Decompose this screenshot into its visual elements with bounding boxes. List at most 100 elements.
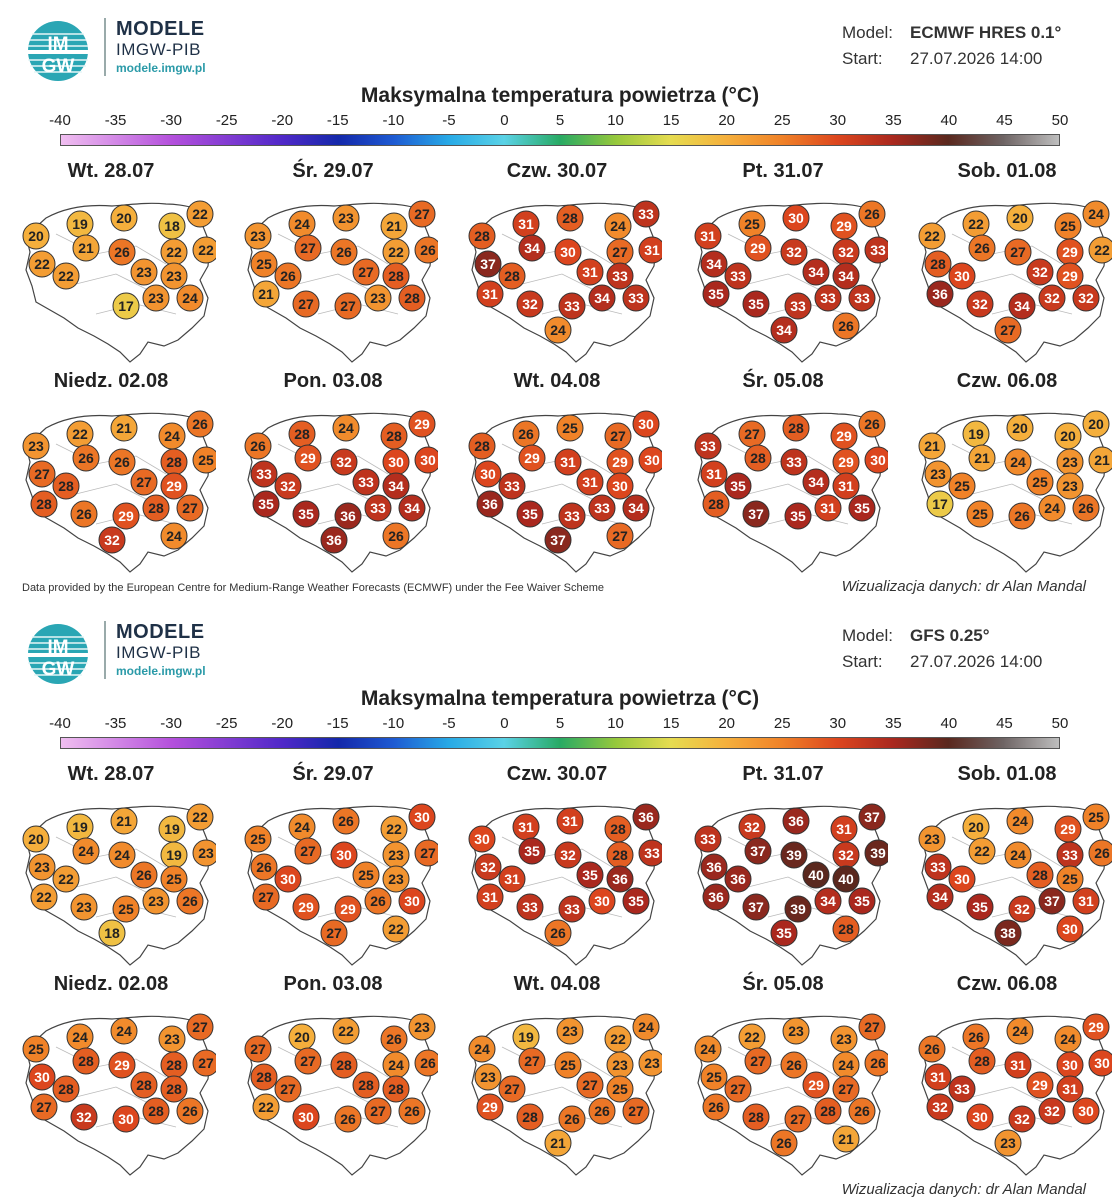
temperature-value-label: 26 [136, 867, 152, 883]
temperature-value-label: 32 [786, 244, 802, 260]
temperature-station-marker [966, 290, 994, 318]
temperature-value-label: 30 [870, 452, 886, 468]
temperature-value-label: 32 [972, 296, 988, 312]
temperature-value-label: 27 [198, 1055, 214, 1071]
temperature-station-marker [160, 472, 188, 500]
temperature-station-marker [724, 1075, 752, 1103]
day-map: Wt. 28.07 19 21 19 22 20 19 23 24 24 23 25 22 23 26 26 2… [16, 763, 216, 973]
temperature-station-marker [22, 825, 50, 853]
temperature-value-label: 27 [750, 1053, 766, 1069]
scale-tick-label: 20 [718, 715, 735, 732]
temperature-value-label: 33 [870, 242, 886, 258]
temperature-value-label: 36 [340, 508, 356, 524]
visualization-credit: Wizualizacja danych: dr Alan Mandal [841, 1181, 1086, 1198]
temperature-station-marker [948, 1075, 976, 1103]
temperature-station-marker [160, 522, 188, 550]
temperature-value-label: 25 [1088, 809, 1104, 825]
temperature-station-marker [476, 883, 504, 911]
temperature-station-marker [780, 238, 808, 266]
temperature-value-label: 28 [522, 1109, 538, 1125]
day-map: Śr. 29.07 24 26 22 30 25 23 27 27 30 26 23 30 26 25 30 2… [238, 763, 438, 973]
temperature-value-label: 28 [404, 290, 420, 306]
scale-tick-label: 25 [773, 715, 791, 732]
model-meta: Model: ECMWF HRES 0.1° Start: 27.07.2026 14… [842, 20, 1061, 72]
brand-block: MODELE IMGW-PIB modele.imgw.pl [104, 18, 206, 76]
temperature-value-label: 28 [474, 228, 490, 244]
temperature-value-label: 25 [954, 478, 970, 494]
temperature-value-label: 26 [388, 528, 404, 544]
temperature-value-label: 23 [148, 290, 164, 306]
temperature-value-label: 28 [256, 1069, 272, 1085]
day-map: Pon. 03.08 28 24 28 29 26 30 30 29 32 33 34 32 33 33 34… [238, 370, 438, 580]
temperature-station-marker [474, 460, 502, 488]
temperature-value-label: 22 [192, 206, 208, 222]
temperature-station-marker [330, 448, 358, 476]
temperature-station-marker [744, 444, 772, 472]
temperature-station-marker [864, 236, 888, 264]
temperature-station-marker [606, 1075, 634, 1103]
temperature-value-label: 33 [1062, 847, 1078, 863]
scale-tick-label: 0 [500, 112, 509, 129]
temperature-value-label: 21 [78, 240, 94, 256]
temperature-station-marker [176, 1097, 204, 1125]
temperature-station-marker [782, 414, 810, 442]
temperature-value-label: 21 [386, 218, 402, 234]
temperature-station-marker [250, 250, 278, 278]
temperature-station-marker [544, 919, 572, 947]
temperature-station-marker [994, 316, 1022, 344]
temperature-value-label: 23 [136, 264, 152, 280]
temperature-value-label: 24 [638, 1019, 654, 1035]
temperature-value-label: 21 [1094, 452, 1110, 468]
temperature-value-label: 24 [1010, 847, 1026, 863]
brand-url[interactable]: modele.imgw.pl [116, 61, 206, 75]
temperature-value-label: 35 [972, 899, 988, 915]
temperature-value-label: 32 [104, 532, 120, 548]
temperature-value-label: 23 [924, 831, 940, 847]
temperature-station-marker [70, 1103, 98, 1131]
temperature-value-label: 26 [564, 1111, 580, 1127]
temperature-value-label: 31 [820, 500, 836, 516]
scale-tick-label: 50 [1051, 715, 1069, 732]
temperature-value-label: 20 [294, 1029, 310, 1045]
temperature-value-label: 24 [610, 218, 626, 234]
scale-tick-label: -30 [160, 112, 182, 129]
temperature-value-label: 27 [730, 1081, 746, 1097]
temperature-station-marker [770, 919, 798, 947]
day-map: Sob. 01.08 22 20 25 24 22 29 22 26 27 28 29 30 32 32 32… [912, 160, 1112, 370]
temperature-station-marker [72, 444, 100, 472]
temperature-station-marker [576, 861, 604, 889]
temperature-value-label: 25 [744, 216, 760, 232]
temperature-value-label: 24 [1088, 206, 1104, 222]
temperature-value-label: 29 [1088, 1019, 1104, 1035]
temperature-value-label: 24 [114, 847, 130, 863]
temperature-station-marker [52, 865, 80, 893]
temperature-station-marker [556, 414, 584, 442]
temperature-station-marker [334, 1105, 362, 1133]
temperature-station-marker [468, 222, 496, 250]
temperature-value-label: 39 [870, 845, 886, 861]
temperature-value-label: 35 [298, 506, 314, 522]
temperature-station-marker [332, 1017, 360, 1045]
temperature-value-label: 29 [1032, 1077, 1048, 1093]
temperature-value-label: 28 [358, 1077, 374, 1093]
temperature-value-label: 33 [370, 500, 386, 516]
temperature-value-label: 23 [1062, 478, 1078, 494]
poland-map: 26 24 24 29 26 30 30 28 31 31 31 33 32 29 30 32 30 32 23 [918, 1013, 1112, 1176]
temperature-station-marker [1088, 1049, 1112, 1077]
scale-tick-label: -10 [382, 112, 405, 129]
scale-tick-label: -10 [382, 715, 405, 732]
scale-tick-label: 45 [996, 715, 1013, 732]
temperature-station-marker [784, 292, 812, 320]
temperature-station-marker [250, 853, 278, 881]
temperature-value-label: 32 [1032, 264, 1048, 280]
temperature-value-label: 23 [930, 466, 946, 482]
temperature-station-marker [702, 490, 730, 518]
temperature-value-label: 22 [338, 1023, 354, 1039]
temperature-value-label: 36 [730, 871, 746, 887]
temperature-value-label: 24 [72, 1029, 88, 1045]
temperature-value-label: 33 [954, 1081, 970, 1097]
temperature-value-label: 24 [166, 528, 182, 544]
brand-url[interactable]: modele.imgw.pl [116, 664, 206, 678]
start-row: Start: 27.07.2026 14:00 [842, 649, 1042, 675]
